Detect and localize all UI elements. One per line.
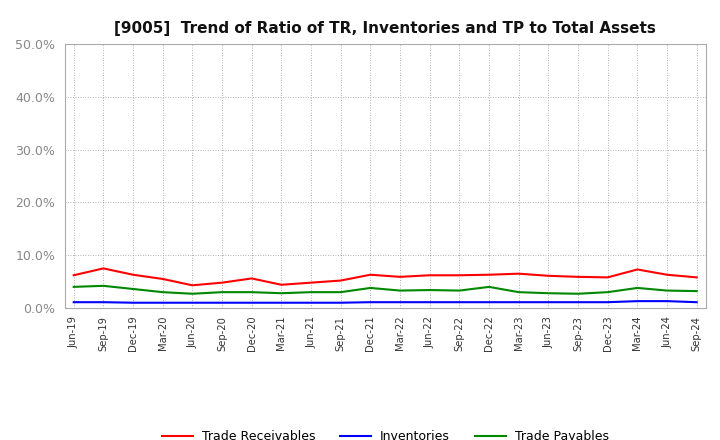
Trade Payables (366, 285, 374, 290)
Trade Receivables (248, 276, 256, 281)
Line: Trade Receivables: Trade Receivables (73, 268, 697, 285)
Trade Receivables (603, 275, 612, 280)
Trade Payables (307, 290, 315, 295)
Trade Receivables (99, 266, 108, 271)
Trade Payables (514, 290, 523, 295)
Trade Receivables (426, 273, 434, 278)
Inventories (544, 300, 553, 305)
Trade Receivables (574, 274, 582, 279)
Trade Receivables (514, 271, 523, 276)
Trade Payables (693, 289, 701, 294)
Trade Payables (544, 290, 553, 296)
Inventories (69, 300, 78, 305)
Trade Payables (129, 286, 138, 292)
Trade Payables (99, 283, 108, 289)
Trade Receivables (662, 272, 671, 277)
Title: [9005]  Trend of Ratio of TR, Inventories and TP to Total Assets: [9005] Trend of Ratio of TR, Inventories… (114, 21, 656, 36)
Trade Payables (396, 288, 405, 293)
Trade Receivables (217, 280, 226, 285)
Inventories (455, 300, 464, 305)
Trade Receivables (544, 273, 553, 279)
Inventories (99, 300, 108, 305)
Trade Receivables (129, 272, 138, 277)
Inventories (248, 300, 256, 305)
Trade Payables (426, 287, 434, 293)
Trade Payables (603, 290, 612, 295)
Line: Trade Payables: Trade Payables (73, 286, 697, 294)
Trade Receivables (277, 282, 286, 287)
Inventories (693, 300, 701, 305)
Trade Receivables (455, 273, 464, 278)
Trade Payables (485, 284, 493, 290)
Line: Inventories: Inventories (73, 301, 697, 303)
Trade Receivables (485, 272, 493, 277)
Inventories (396, 300, 405, 305)
Inventories (336, 300, 345, 305)
Trade Payables (662, 288, 671, 293)
Inventories (574, 300, 582, 305)
Legend: Trade Receivables, Inventories, Trade Payables: Trade Receivables, Inventories, Trade Pa… (156, 425, 614, 440)
Inventories (158, 300, 167, 305)
Inventories (366, 300, 374, 305)
Inventories (188, 300, 197, 305)
Trade Receivables (396, 274, 405, 279)
Inventories (277, 300, 286, 305)
Trade Payables (69, 284, 78, 290)
Trade Receivables (633, 267, 642, 272)
Trade Payables (158, 290, 167, 295)
Inventories (603, 300, 612, 305)
Trade Payables (574, 291, 582, 297)
Trade Payables (455, 288, 464, 293)
Inventories (307, 300, 315, 305)
Trade Payables (633, 285, 642, 290)
Trade Receivables (188, 282, 197, 288)
Trade Receivables (307, 280, 315, 285)
Inventories (662, 298, 671, 304)
Inventories (485, 300, 493, 305)
Inventories (514, 300, 523, 305)
Trade Receivables (69, 273, 78, 278)
Inventories (129, 300, 138, 305)
Trade Payables (188, 291, 197, 297)
Inventories (633, 298, 642, 304)
Trade Receivables (158, 276, 167, 282)
Trade Payables (248, 290, 256, 295)
Trade Payables (217, 290, 226, 295)
Trade Payables (336, 290, 345, 295)
Trade Receivables (336, 278, 345, 283)
Trade Receivables (366, 272, 374, 277)
Trade Receivables (693, 275, 701, 280)
Trade Payables (277, 290, 286, 296)
Inventories (426, 300, 434, 305)
Inventories (217, 300, 226, 305)
